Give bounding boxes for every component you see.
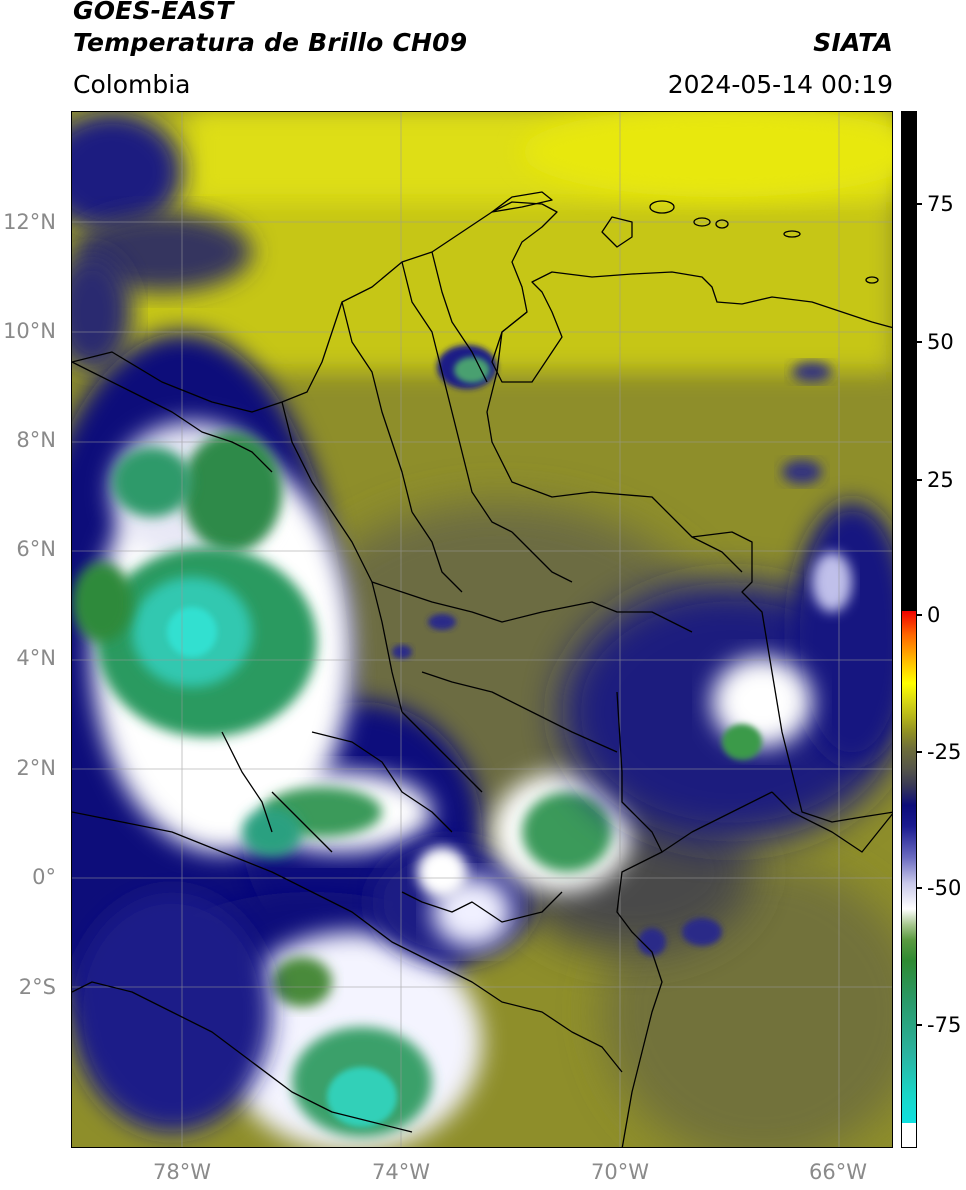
region-label: Colombia: [73, 70, 191, 99]
title-line-2: Temperatura de Brillo CH09: [73, 28, 468, 57]
lat-label-0: 0°: [32, 865, 56, 889]
colorbar-tick: [917, 341, 922, 343]
lon-label-74w: 74°W: [372, 1160, 430, 1184]
colorbar-label-minus-25: -25: [927, 740, 962, 764]
colorbar-label-minus-75: -75: [927, 1013, 962, 1037]
lon-label-70w: 70°W: [591, 1160, 649, 1184]
lat-label-10n: 10°N: [3, 319, 56, 343]
colorbar-label-0: 0: [927, 603, 941, 627]
brand-label: SIATA: [813, 28, 893, 57]
satellite-imagery: [72, 112, 892, 1147]
lon-label-78w: 78°W: [153, 1160, 211, 1184]
colorbar-tick: [917, 479, 922, 481]
lat-label-8n: 8°N: [16, 428, 56, 452]
colorbar-label-minus-50: -50: [927, 876, 962, 900]
lat-label-4n: 4°N: [16, 646, 56, 670]
colorbar-tick: [917, 1024, 922, 1026]
lat-label-2n: 2°N: [16, 756, 56, 780]
colorbar-tick: [917, 887, 922, 889]
country-borders: [72, 191, 892, 1147]
colorbar-tick: [917, 751, 922, 753]
colorbar: [901, 111, 917, 1148]
lat-label-2s: 2°S: [18, 975, 56, 999]
colorbar-tick: [917, 203, 922, 205]
title-line-1: GOES-EAST: [73, 0, 234, 25]
colorbar-label-75: 75: [927, 192, 954, 216]
lon-label-66w: 66°W: [809, 1160, 867, 1184]
colorbar-label-50: 50: [927, 330, 954, 354]
datetime-label: 2024-05-14 00:19: [667, 70, 893, 99]
colorbar-tick: [917, 614, 922, 616]
lat-label-12n: 12°N: [3, 210, 56, 234]
colorbar-label-25: 25: [927, 468, 954, 492]
map-gridlines: [72, 112, 892, 1147]
lat-label-6n: 6°N: [16, 537, 56, 561]
satellite-map[interactable]: [71, 111, 893, 1148]
